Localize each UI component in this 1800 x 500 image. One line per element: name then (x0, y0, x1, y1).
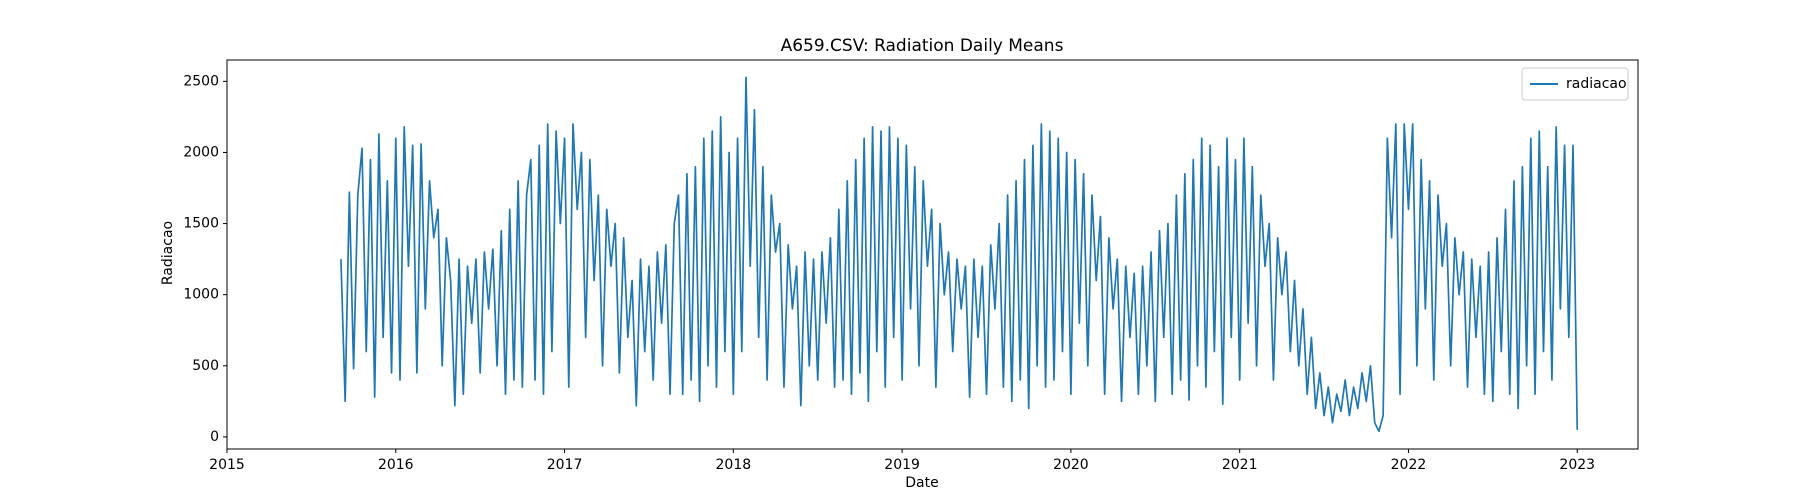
plot-frame (226, 59, 1639, 450)
x-tick-label: 2023 (1559, 457, 1595, 473)
line-series (340, 76, 1579, 433)
y-tick-label: 1000 (183, 287, 219, 303)
chart-title: A659.CSV: Radiation Daily Means (781, 36, 1064, 56)
y-axis-label: Radiacao (160, 221, 176, 285)
x-tick-label: 2021 (1222, 457, 1258, 473)
x-tick-label: 2022 (1391, 457, 1427, 473)
x-tick-label: 2018 (716, 457, 752, 473)
x-tick-label: 2015 (209, 457, 245, 473)
x-tick-label: 2019 (884, 457, 920, 473)
x-tick-label: 2017 (547, 457, 583, 473)
legend-box (1521, 67, 1629, 101)
y-tick-label: 500 (192, 358, 219, 374)
y-tick-label: 2500 (183, 73, 219, 89)
y-tick-label: 2000 (183, 144, 219, 160)
y-tick-label: 1500 (183, 216, 219, 232)
y-tick-label: 0 (210, 429, 219, 445)
x-axis-label: Date (905, 475, 938, 491)
x-tick-label: 2020 (1053, 457, 1089, 473)
x-tick-label: 2016 (378, 457, 414, 473)
legend-label: radiacao (1566, 76, 1627, 92)
